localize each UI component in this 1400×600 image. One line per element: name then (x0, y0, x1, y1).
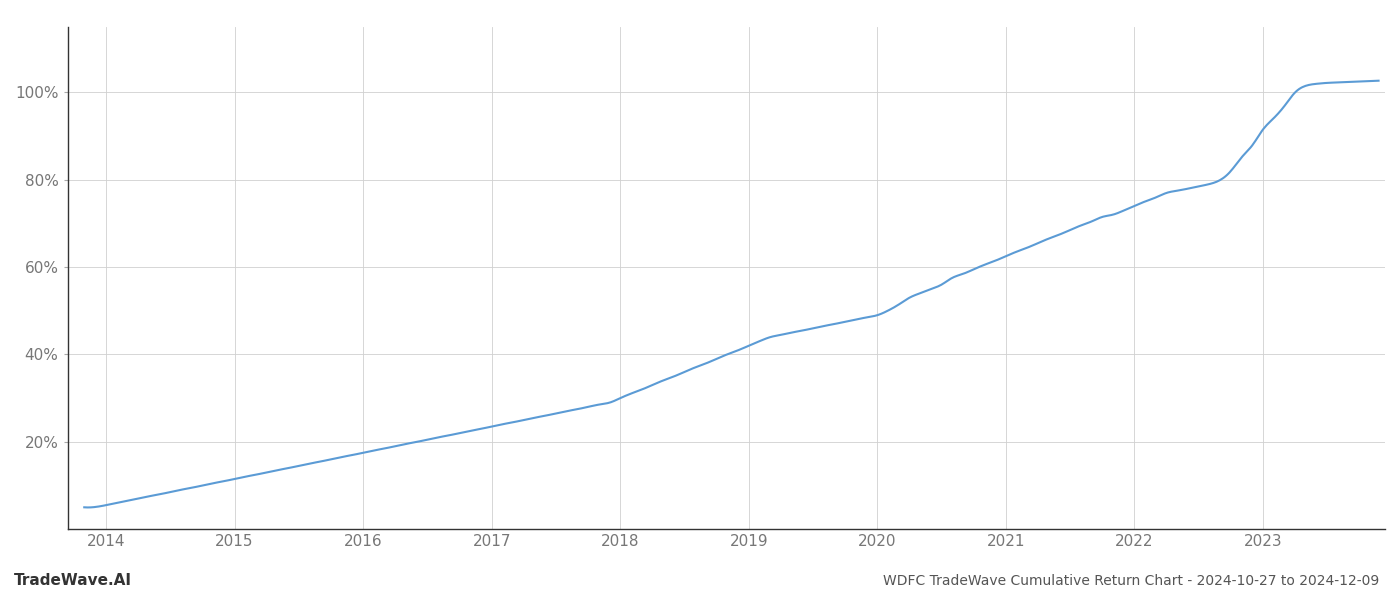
Text: TradeWave.AI: TradeWave.AI (14, 573, 132, 588)
Text: WDFC TradeWave Cumulative Return Chart - 2024-10-27 to 2024-12-09: WDFC TradeWave Cumulative Return Chart -… (883, 574, 1379, 588)
